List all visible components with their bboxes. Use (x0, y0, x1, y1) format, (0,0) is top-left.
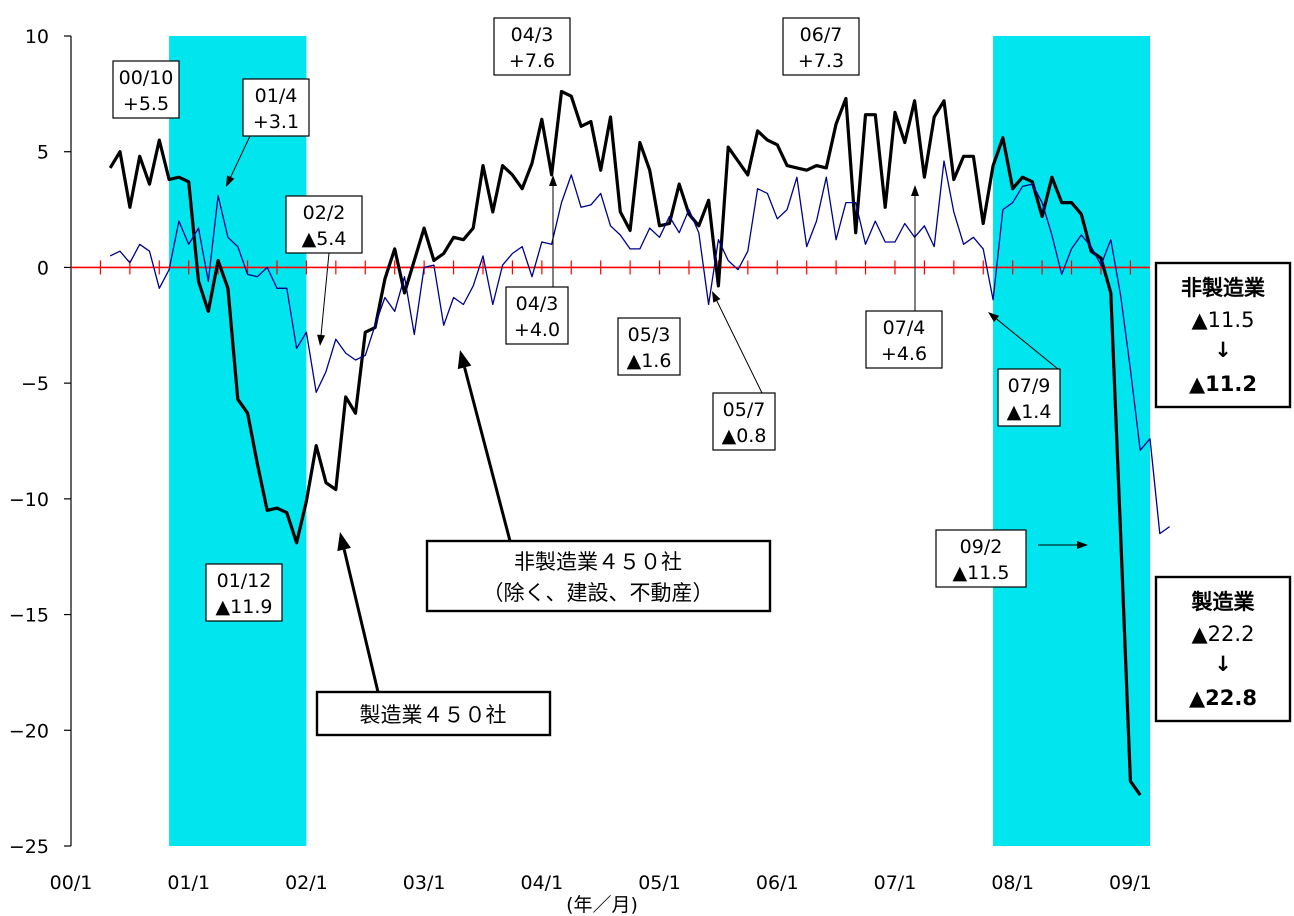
summary-2-after: ▲22.8 (1189, 686, 1257, 710)
annotation-11-arrow-head (988, 312, 1000, 323)
shaded-period-1 (169, 36, 307, 846)
annotation-8-date: 05/7 (723, 399, 766, 421)
x-axis-title: (年／月) (566, 894, 638, 916)
summary-2-before: ▲22.2 (1192, 622, 1255, 646)
series-2-label-arrow-shaft (463, 367, 512, 542)
annotation-7-value: ▲1.6 (627, 350, 672, 372)
annotation-6-box (505, 286, 569, 345)
annotation-8-arrow-shaft (716, 300, 763, 394)
y-tick-label: 5 (37, 142, 49, 164)
summary-1-box (1154, 261, 1292, 409)
annotation-6-arrow-head (549, 175, 557, 186)
x-tick-label-01-1: 01/1 (167, 872, 210, 894)
summary-1-title: 非製造業 (1181, 276, 1266, 300)
series-1-label-arrow-shaft (342, 549, 380, 693)
annotation-3-date: 02/2 (303, 202, 346, 224)
series-lines (108, 89, 1170, 797)
annotation-3-value: ▲5.4 (302, 228, 347, 250)
annotation-7-box (617, 317, 681, 376)
y-tick-label: −20 (9, 720, 49, 742)
annotation-1-value: +5.5 (123, 93, 169, 115)
annotation-2-date: 01/4 (255, 85, 298, 107)
x-tick-label-03-1: 03/1 (403, 872, 446, 894)
annotation-6-date: 04/3 (516, 293, 559, 315)
y-tick-label: −15 (9, 605, 49, 627)
annotation-4-date: 01/12 (217, 570, 272, 592)
x-tick-label-00-1: 00/1 (50, 872, 93, 894)
annotation-1-date: 00/10 (119, 67, 174, 89)
series-2-label-arrow-head (457, 350, 472, 370)
series-2-label-box (425, 539, 772, 613)
y-tick-label: 0 (37, 257, 49, 279)
annotation-3-box (285, 195, 363, 254)
annotation-3-arrow-shaft (320, 252, 330, 336)
series-2-label-line2: （除く、建設、不動産） (483, 581, 714, 605)
annotation-12-arrow-head (1077, 541, 1088, 549)
annotation-8-box (712, 392, 776, 451)
annotation-10-date: 07/4 (883, 317, 926, 339)
summary-1-arrow: ↓ (1214, 338, 1232, 362)
annotation-2-box (242, 78, 310, 137)
x-tick-label-05-1: 05/1 (638, 872, 681, 894)
annotation-5-date: 04/3 (511, 24, 554, 46)
x-tick-label-08-1: 08/1 (991, 872, 1034, 894)
series-line-1 (108, 89, 1142, 797)
summary-1-before: ▲11.5 (1192, 308, 1255, 332)
annotation-2-arrow-head (226, 175, 235, 187)
x-tick-label-02-1: 02/1 (285, 872, 328, 894)
series-1-label-box (315, 690, 552, 737)
annotation-8-arrow-head (712, 291, 721, 303)
annotation-7-date: 05/3 (628, 324, 671, 346)
annotation-9-box (782, 17, 860, 76)
summary-2-title: 製造業 (1191, 590, 1256, 614)
y-tick-label: −25 (9, 836, 49, 858)
annotation-5-box (493, 17, 571, 76)
series-2-label-line1: 非製造業４５０社 (514, 550, 682, 574)
annotation-11-value: ▲1.4 (1007, 401, 1052, 423)
x-tick-label-09-1: 09/1 (1109, 872, 1152, 894)
shaded-periods (169, 36, 1150, 846)
x-tick-label-04-1: 04/1 (521, 872, 564, 894)
annotation-9-date: 06/7 (800, 24, 843, 46)
summary-boxes: 非製造業 ▲11.5 ↓ ▲11.2 製造業 ▲22.2 ↓ ▲22.8 (1154, 261, 1292, 723)
annotation-11-date: 07/9 (1008, 375, 1051, 397)
x-tick-label-06-1: 06/1 (756, 872, 799, 894)
series-1-label: 製造業４５０社 (360, 703, 507, 727)
annotation-9-value: +7.3 (798, 50, 844, 72)
y-tick-label: −10 (9, 489, 49, 511)
x-tick-label-07-1: 07/1 (874, 872, 917, 894)
annotation-4-box (205, 563, 283, 622)
annotation-5-value: +7.6 (509, 50, 555, 72)
annotation-10-box (865, 310, 943, 369)
shaded-period-2 (993, 36, 1150, 846)
summary-2-box (1154, 575, 1292, 723)
summary-1-after: ▲11.2 (1189, 372, 1257, 396)
series-line-2 (109, 160, 1170, 535)
annotation-12-box (935, 529, 1027, 588)
annotation-10-value: +4.6 (881, 343, 927, 365)
annotation-12-date: 09/2 (960, 536, 1003, 558)
annotation-6-value: +4.0 (514, 319, 560, 341)
annotation-11-box (997, 368, 1061, 427)
annotation-8-value: ▲0.8 (722, 425, 767, 447)
y-tick-label: −5 (21, 373, 49, 395)
summary-2-arrow: ↓ (1214, 652, 1232, 676)
annotation-2-value: +3.1 (253, 111, 299, 133)
annotation-2-arrow-shaft (230, 135, 251, 178)
annotation-11-arrow-shaft (996, 318, 1059, 370)
annotations: 00/10 +5.5 01/4 +3.1 02/2 ▲5.4 01/12 ▲11.9 04/3 +… (112, 17, 1088, 737)
annotation-1-box (112, 60, 180, 119)
annotation-3-arrow-head (317, 334, 326, 346)
annotation-10-arrow-head (911, 185, 919, 196)
series-1-label-arrow-head (337, 532, 351, 552)
y-tick-label: 10 (25, 26, 49, 48)
annotation-4-value: ▲11.9 (216, 596, 273, 618)
annotation-12-value: ▲11.5 (953, 562, 1010, 584)
